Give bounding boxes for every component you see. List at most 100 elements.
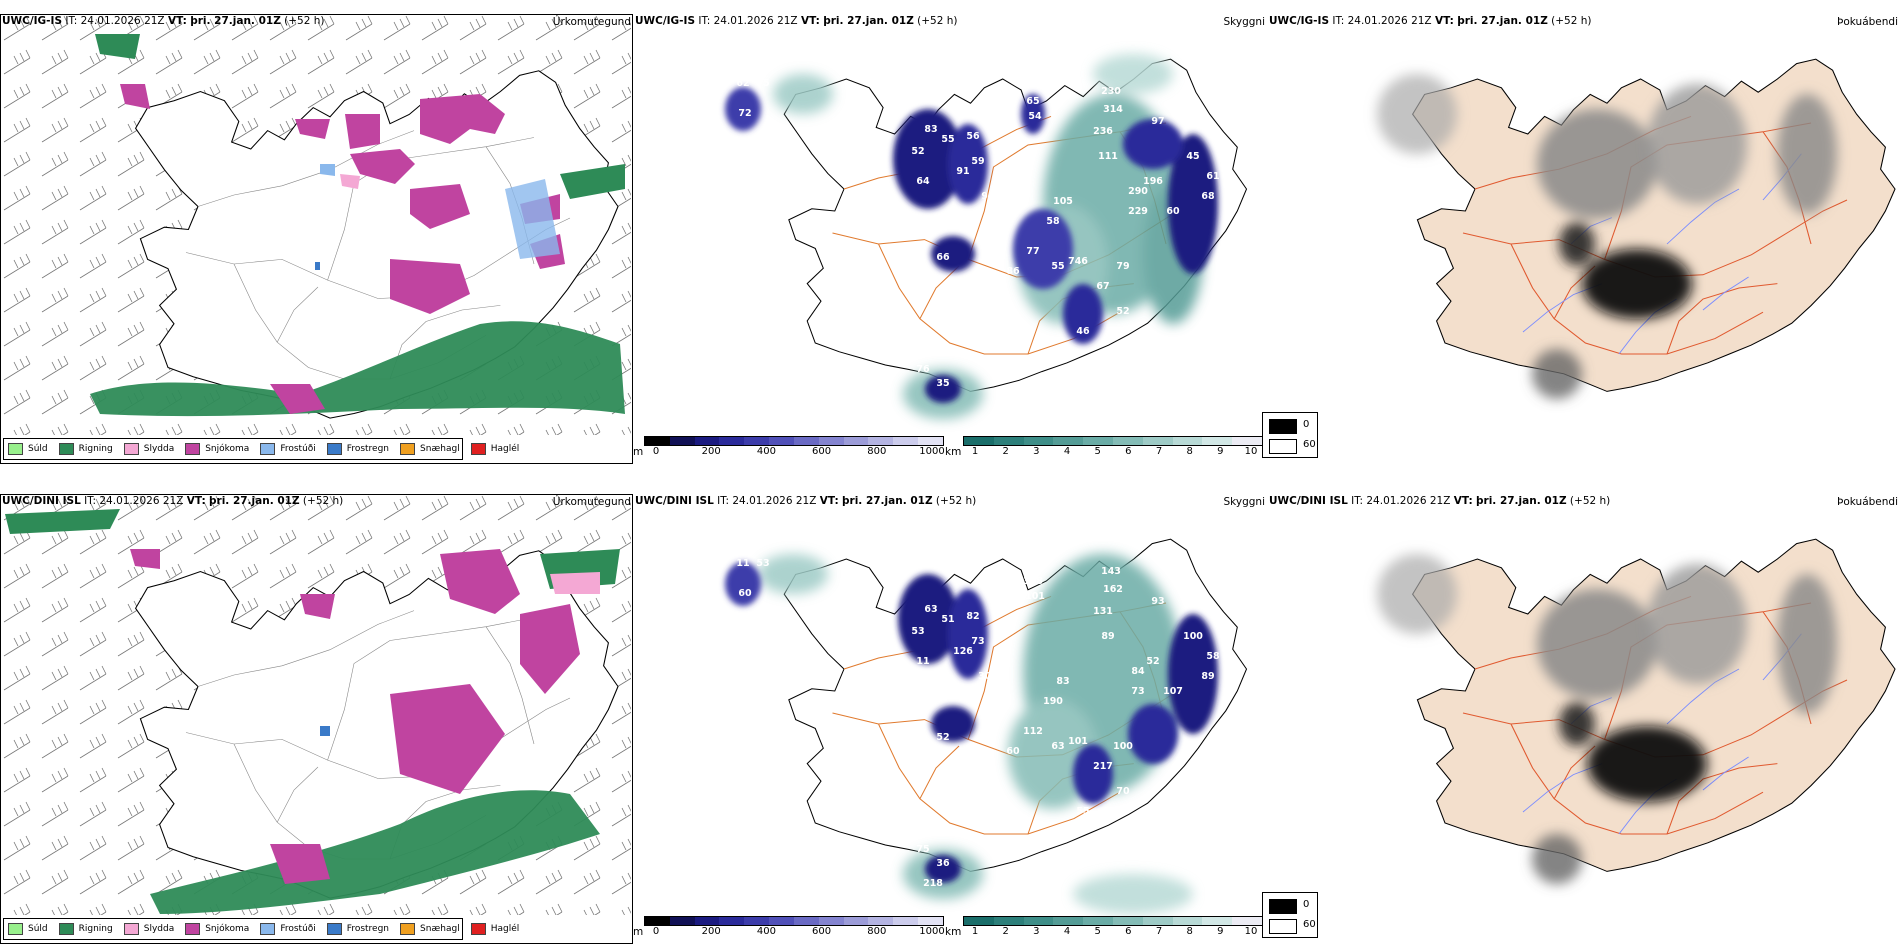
colorbar-tick: 3	[1033, 446, 1040, 457]
cloud-base-label: 52	[1116, 306, 1129, 317]
it-label: IT:	[698, 15, 711, 27]
cloud-base-label: 63	[924, 604, 937, 615]
colorbar-tick: 9	[1217, 446, 1224, 457]
cloud-base-label: 75	[756, 78, 769, 89]
lead-time: (+52 h)	[302, 495, 344, 507]
colorbar-tick: 8	[1186, 446, 1193, 457]
cloud-base-label: 52	[1146, 656, 1159, 667]
colorbar-tick: 800	[867, 446, 887, 457]
legend-swatch	[185, 923, 201, 935]
cloud-base-label: 58	[1206, 651, 1220, 662]
cloud-base-label: 217	[1093, 761, 1113, 772]
fog-title: Þokuábendi	[1837, 496, 1898, 508]
header-row1: UWC/IG-IS IT: 24.01.2026 21Z VT: þri. 27…	[2, 15, 325, 27]
precip-legend: Súld Rigning Slydda Snjókoma Frostúði Frostre…	[3, 918, 519, 940]
precip-legend-item: Slydda	[123, 923, 175, 935]
fog-legend-swatch-60	[1269, 439, 1297, 454]
cloud-base-label: 107	[1163, 686, 1183, 697]
cloud-base-colorbar: 0 200 400 600 800 1000	[644, 916, 945, 939]
legend-swatch	[185, 443, 201, 455]
colorbar-cell	[818, 917, 844, 925]
colorbar-tick: 1000	[919, 446, 945, 457]
header-row2: UWC/DINI ISL IT: 24.01.2026 21Z VT: þri.…	[635, 495, 976, 507]
colorbar-cell	[1232, 437, 1262, 445]
colorbar-cell	[1083, 917, 1113, 925]
fog-title: Þokuábendi	[1837, 16, 1898, 28]
cloud-base-label: 93	[1151, 596, 1164, 607]
it-label: IT:	[1351, 495, 1364, 507]
cloud-base-label: 11	[916, 656, 929, 667]
legend-swatch	[470, 923, 486, 935]
precip-legend-item: Frostúði	[260, 443, 316, 455]
colorbar-cell	[744, 917, 770, 925]
legend-label: Haglél	[490, 444, 520, 454]
colorbar-tick: 400	[756, 926, 776, 937]
colorbar-cell	[645, 917, 670, 925]
cloud-base-label: 314	[1103, 104, 1123, 115]
legend-swatch	[8, 923, 23, 935]
fog-panel-row1: UWC/IG-IS IT: 24.01.2026 21Z VT: þri. 27…	[1267, 14, 1900, 464]
vt-value: þri. 27.jan. 01Z	[1457, 15, 1548, 27]
precip-map	[1, 495, 631, 915]
fog-legend-label-0: 0	[1303, 899, 1310, 910]
it-value: 24.01.2026 21Z	[1366, 495, 1451, 507]
legend-label: Slydda	[143, 924, 175, 934]
cloud-base-label: 126	[953, 646, 973, 657]
cloud-base-label: 218	[923, 878, 943, 889]
visibility-unit: km	[945, 926, 962, 938]
colorbar-tick: 2	[1002, 926, 1009, 937]
colorbar-cell	[769, 917, 794, 925]
colorbar-cell	[843, 917, 869, 925]
visibility-unit: km	[945, 446, 962, 458]
visibility-title: Skyggni	[1223, 16, 1266, 28]
cloud-base-label: 36	[936, 858, 950, 869]
model-name: UWC/DINI ISL	[1269, 495, 1348, 507]
colorbar-tick: 6	[1125, 446, 1132, 457]
colorbar-strip	[963, 436, 1263, 446]
visibility-colorbar: 1 2 3 4 5 6 7 8 9 10	[963, 436, 1263, 459]
colorbar-cell	[1023, 437, 1054, 445]
colorbar-cell	[1023, 917, 1054, 925]
cloud-base-label: 73	[1131, 686, 1144, 697]
colorbar-cell	[993, 437, 1024, 445]
lead-time: (+52 h)	[1569, 495, 1611, 507]
fog-map	[1377, 58, 1896, 399]
cloud-base-label: 95	[981, 191, 994, 202]
cloud-base-label: 308	[1023, 576, 1043, 587]
colorbar-tick: 200	[701, 446, 721, 457]
precip-legend-item: Haglél	[470, 443, 520, 455]
precip-legend-item: Snjókoma	[185, 443, 249, 455]
cloud-base-label: 196	[1143, 176, 1163, 187]
cloud-base-label: 100	[1113, 741, 1133, 752]
colorbar-cell	[1053, 917, 1084, 925]
precip-legend-item: Súld	[8, 923, 48, 935]
cloud-base-label: 35	[936, 378, 949, 389]
cloud-base-label: 52	[911, 146, 924, 157]
lead-time: (+52 h)	[917, 15, 958, 27]
precip-panel-row1: UWC/IG-IS IT: 24.01.2026 21Z VT: þri. 27…	[0, 14, 633, 464]
colorbar-tick: 400	[756, 446, 776, 457]
colorbar-cell	[1142, 917, 1173, 925]
cloud-base-label: 83	[924, 124, 937, 135]
precip-map	[1, 15, 631, 435]
cloud-base-label: 54	[1028, 111, 1042, 122]
precip-legend-item: Frostregn	[326, 443, 389, 455]
cloud-base-label: 68	[1201, 191, 1215, 202]
colorbar-cell	[1172, 437, 1203, 445]
cloud-base-label: 101	[1025, 591, 1045, 602]
colorbar-tick: 1000	[919, 926, 945, 937]
colorbar-cell	[993, 917, 1024, 925]
colorbar-strip	[644, 916, 944, 926]
legend-swatch	[260, 443, 276, 455]
colorbar-tick: 10	[1244, 446, 1258, 457]
precip-legend-item: Súld	[8, 443, 48, 455]
cloud-base-unit: m	[633, 926, 644, 938]
cloud-base-label: 59	[971, 156, 984, 167]
colorbar-cell	[669, 917, 695, 925]
cloud-base-label: 746	[1068, 256, 1088, 267]
it-value: 24.01.2026 21Z	[732, 495, 817, 507]
cloud-base-label: 105	[1053, 196, 1073, 207]
header-row1: UWC/IG-IS IT: 24.01.2026 21Z VT: þri. 27…	[1269, 15, 1592, 27]
